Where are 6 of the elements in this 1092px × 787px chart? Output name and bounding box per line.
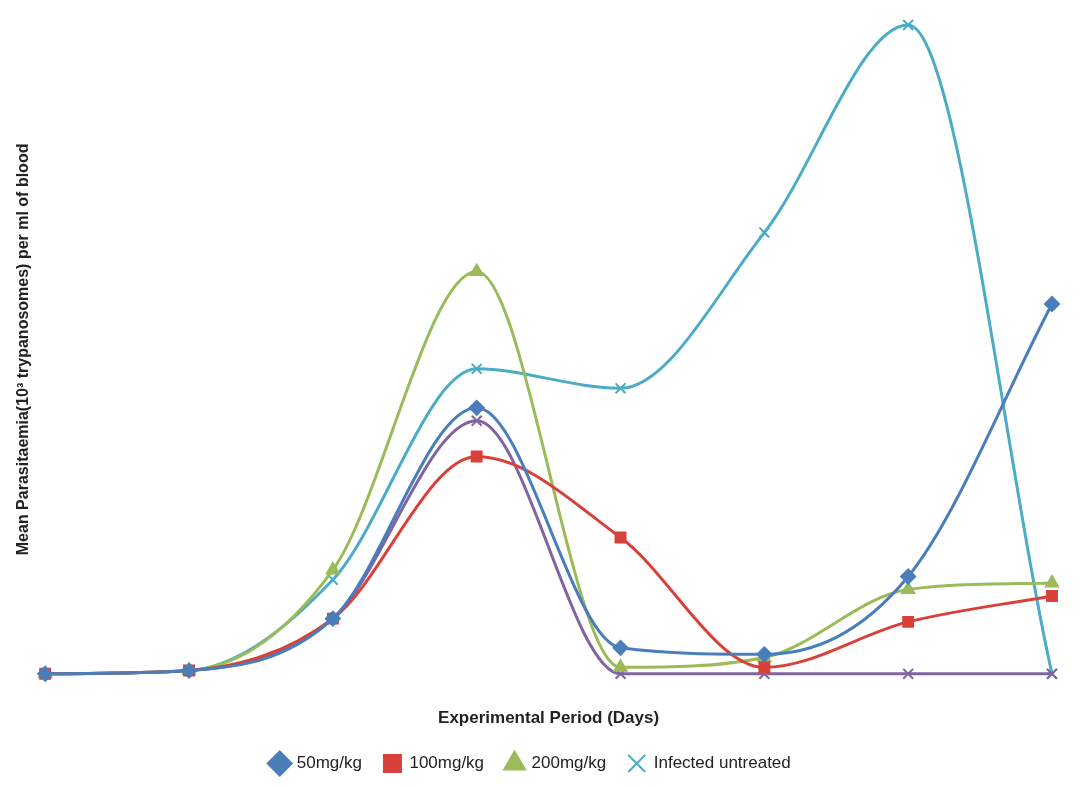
- legend-label: 100mg/kg: [409, 753, 485, 773]
- legend-label: 200mg/kg: [531, 753, 607, 773]
- legend-label: Infected untreated: [653, 753, 791, 773]
- y-axis-title: Mean Parasitaemia(10³ trypanosomes) per ml of blood: [14, 143, 32, 556]
- x-axis-title: Experimental Period (Days): [438, 708, 660, 728]
- legend-label: 50mg/kg: [296, 753, 362, 773]
